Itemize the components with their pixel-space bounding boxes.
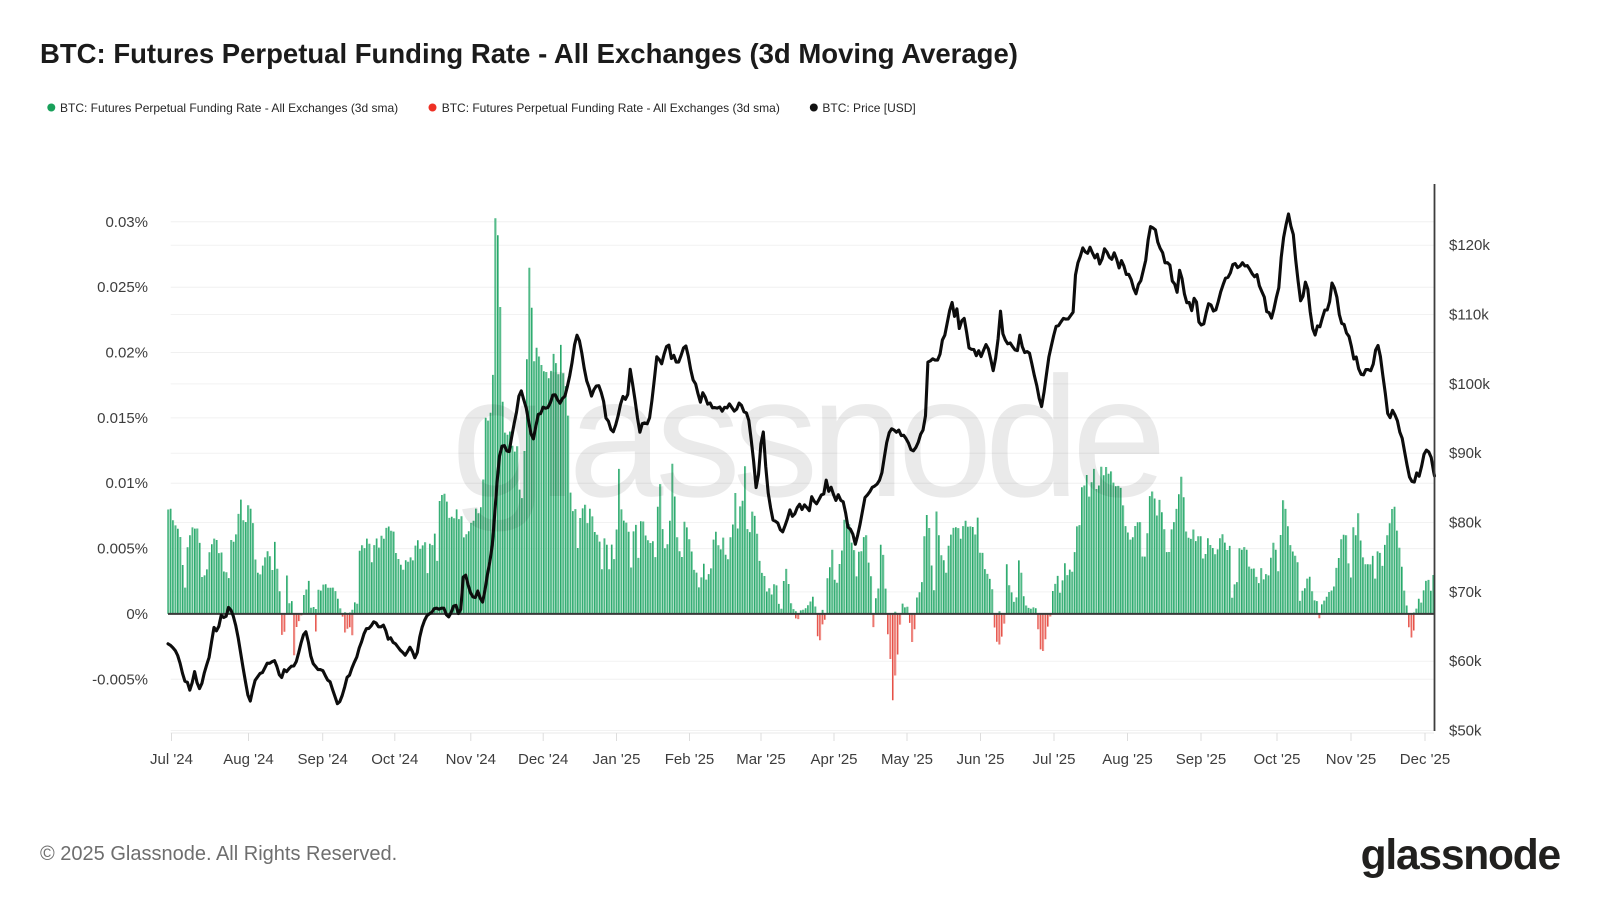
svg-text:Oct '25: Oct '25 xyxy=(1253,751,1300,768)
svg-text:0.025%: 0.025% xyxy=(97,279,148,296)
svg-text:$110k: $110k xyxy=(1449,307,1489,324)
svg-text:$90k: $90k xyxy=(1449,445,1482,462)
svg-text:BTC: Futures Perpetual Funding: BTC: Futures Perpetual Funding Rate - Al… xyxy=(40,38,1018,69)
svg-text:Mar '25: Mar '25 xyxy=(736,751,786,768)
svg-text:Feb '25: Feb '25 xyxy=(665,751,715,768)
svg-text:Dec '25: Dec '25 xyxy=(1400,751,1450,768)
svg-text:Jan '25: Jan '25 xyxy=(593,751,641,768)
svg-text:0%: 0% xyxy=(126,606,148,623)
svg-text:0.005%: 0.005% xyxy=(97,541,148,558)
svg-text:Jul '24: Jul '24 xyxy=(150,751,193,768)
svg-text:glassnode: glassnode xyxy=(1361,832,1561,879)
svg-text:BTC: Futures Perpetual Funding: BTC: Futures Perpetual Funding Rate - Al… xyxy=(442,101,780,115)
svg-text:$70k: $70k xyxy=(1449,584,1482,601)
svg-text:$60k: $60k xyxy=(1449,653,1482,670)
svg-text:$100k: $100k xyxy=(1449,376,1490,393)
svg-text:Nov '24: Nov '24 xyxy=(446,751,496,768)
svg-text:Nov '25: Nov '25 xyxy=(1326,751,1376,768)
svg-text:0.02%: 0.02% xyxy=(105,345,148,362)
svg-text:Aug '24: Aug '24 xyxy=(223,751,273,768)
svg-text:May '25: May '25 xyxy=(881,751,933,768)
svg-text:0.01%: 0.01% xyxy=(105,475,148,492)
svg-text:Oct '24: Oct '24 xyxy=(371,751,418,768)
svg-text:$50k: $50k xyxy=(1449,723,1482,740)
svg-text:Dec '24: Dec '24 xyxy=(518,751,568,768)
svg-text:Jun '25: Jun '25 xyxy=(957,751,1005,768)
svg-text:$120k: $120k xyxy=(1449,237,1490,254)
svg-text:glassnode: glassnode xyxy=(451,342,1160,533)
svg-text:Aug '25: Aug '25 xyxy=(1102,751,1152,768)
svg-text:© 2025 Glassnode. All Rights R: © 2025 Glassnode. All Rights Reserved. xyxy=(40,843,397,865)
svg-text:BTC: Futures Perpetual Funding: BTC: Futures Perpetual Funding Rate - Al… xyxy=(60,101,398,115)
svg-text:$80k: $80k xyxy=(1449,515,1482,532)
svg-text:0.015%: 0.015% xyxy=(97,410,148,427)
svg-text:-0.005%: -0.005% xyxy=(92,671,148,688)
svg-text:Jul '25: Jul '25 xyxy=(1033,751,1076,768)
svg-text:0.03%: 0.03% xyxy=(105,214,148,231)
svg-text:Sep '25: Sep '25 xyxy=(1176,751,1226,768)
svg-text:BTC: Price [USD]: BTC: Price [USD] xyxy=(822,101,915,115)
svg-text:Apr '25: Apr '25 xyxy=(810,751,857,768)
svg-text:Sep '24: Sep '24 xyxy=(297,751,347,768)
